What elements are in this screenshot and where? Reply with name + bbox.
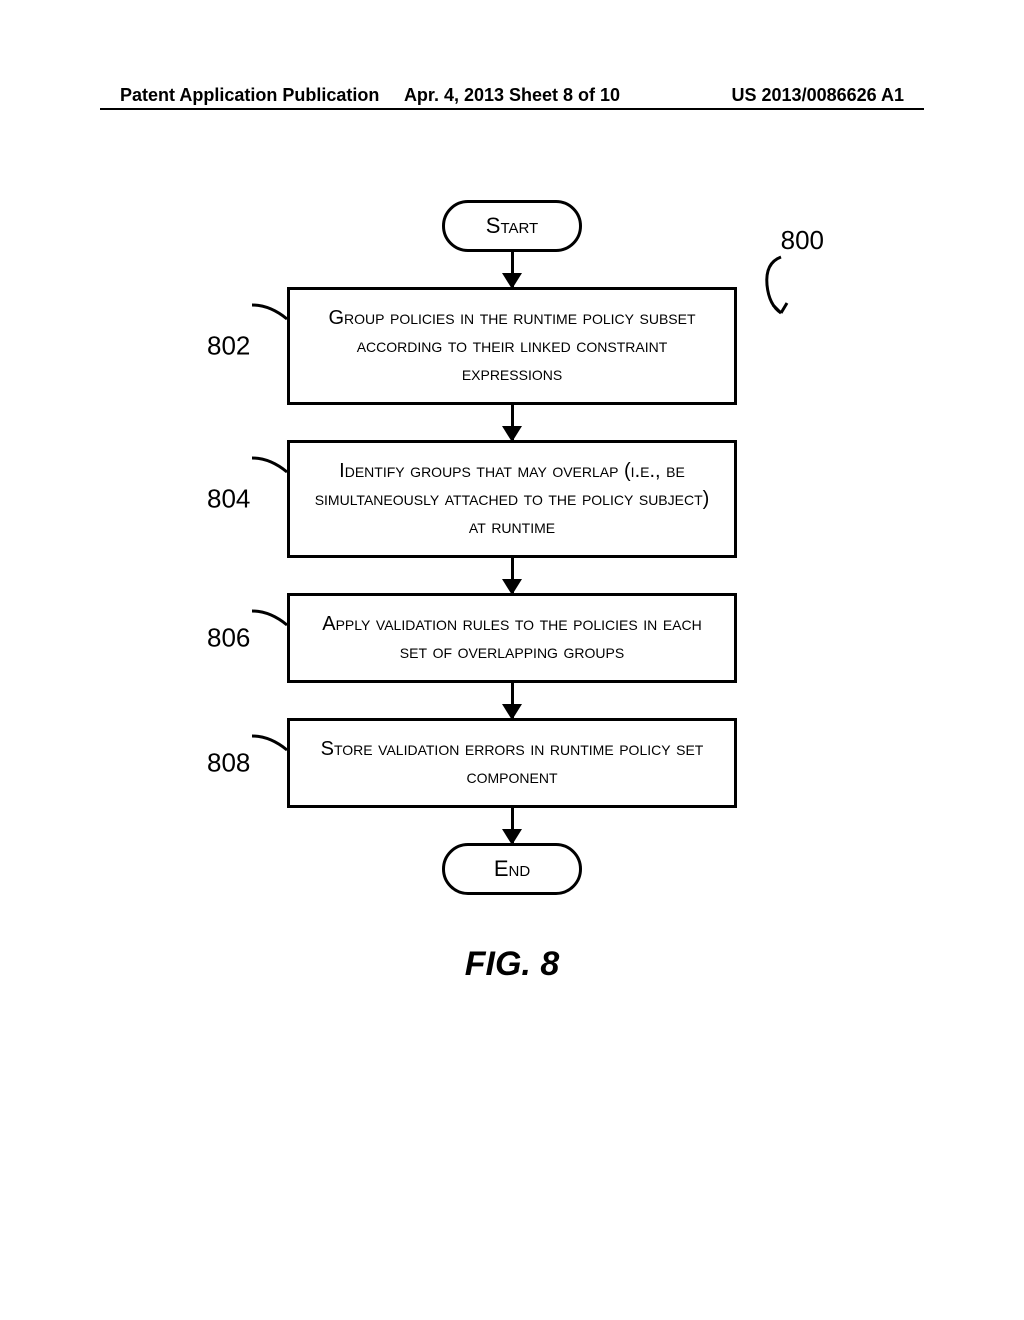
- step-ref-808: 808: [207, 748, 250, 779]
- document-header: Patent Application Publication Apr. 4, 2…: [0, 85, 1024, 106]
- flowchart: Start 802 Group policies in the runtime …: [0, 200, 1024, 984]
- connector-icon: [252, 452, 292, 482]
- header-date-sheet: Apr. 4, 2013 Sheet 8 of 10: [381, 85, 642, 106]
- arrow-icon: [511, 252, 514, 287]
- header-divider: [100, 108, 924, 110]
- step-806: 806 Apply validation rules to the polici…: [287, 593, 737, 683]
- step-802: 802 Group policies in the runtime policy…: [287, 287, 737, 405]
- figure-caption: FIG. 8: [465, 945, 559, 984]
- step-ref-802: 802: [207, 331, 250, 362]
- step-804: 804 Identify groups that may overlap (i.…: [287, 440, 737, 558]
- process-box-802: Group policies in the runtime policy sub…: [287, 287, 737, 405]
- header-publication: Patent Application Publication: [120, 85, 381, 106]
- step-ref-806: 806: [207, 623, 250, 654]
- process-box-808: Store validation errors in runtime polic…: [287, 718, 737, 808]
- step-ref-804: 804: [207, 484, 250, 515]
- connector-icon: [252, 605, 292, 635]
- process-box-804: Identify groups that may overlap (i.e., …: [287, 440, 737, 558]
- arrow-icon: [511, 683, 514, 718]
- arrow-icon: [511, 405, 514, 440]
- header-patent-number: US 2013/0086626 A1: [643, 85, 904, 106]
- arrow-icon: [511, 808, 514, 843]
- step-808: 808 Store validation errors in runtime p…: [287, 718, 737, 808]
- arrow-icon: [511, 558, 514, 593]
- process-box-806: Apply validation rules to the policies i…: [287, 593, 737, 683]
- connector-icon: [252, 730, 292, 760]
- terminal-end: End: [442, 843, 582, 895]
- connector-icon: [252, 299, 292, 329]
- terminal-start: Start: [442, 200, 582, 252]
